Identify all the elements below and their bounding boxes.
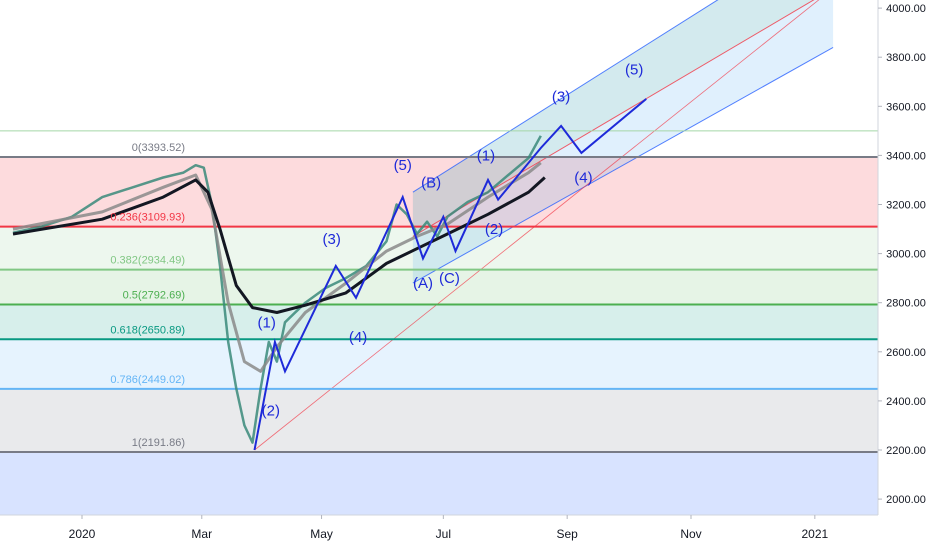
fib-band bbox=[0, 156, 878, 227]
y-tick-label: 3400.00 bbox=[886, 150, 926, 162]
x-tick-label: Nov bbox=[680, 527, 701, 541]
fib-labels: 0(3393.52) 0.236(3109.93) 0.382(2934.49) 0.… bbox=[110, 142, 185, 449]
wave-group: (1) (2) (3) (4) (5) (B) (A) (C) (1) (2) (3) (4) (5) bbox=[253, 61, 647, 451]
x-tick-label: Mar bbox=[191, 527, 212, 541]
y-tick-label: 3600.00 bbox=[886, 101, 926, 113]
wave-label: (3) bbox=[552, 88, 570, 105]
wave-label: (A) bbox=[413, 275, 433, 292]
wave-label: (2) bbox=[262, 403, 280, 420]
fib-level-label: 0.236(3109.93) bbox=[110, 212, 185, 224]
pitchfork-channel bbox=[254, 0, 834, 451]
fib-level-label: 0.786(2449.02) bbox=[110, 374, 185, 386]
fib-level-label: 0.5(2792.69) bbox=[123, 289, 185, 301]
wave-label: (1) bbox=[477, 147, 495, 164]
wave-label: (1) bbox=[258, 314, 276, 331]
wave-label: (5) bbox=[625, 61, 643, 78]
channel-fill bbox=[412, 0, 834, 284]
wave-label: (3) bbox=[323, 231, 341, 248]
fib-band bbox=[0, 451, 878, 515]
x-tick-label: May bbox=[310, 527, 333, 541]
wave-count-path bbox=[253, 98, 647, 451]
y-tick-label: 2400.00 bbox=[886, 396, 926, 408]
fib-bands bbox=[0, 156, 878, 515]
y-tick-label: 2600.00 bbox=[886, 347, 926, 359]
moving-average-slow bbox=[12, 176, 546, 314]
channel-line bbox=[412, 0, 719, 193]
fib-level-label: 0(3393.52) bbox=[132, 142, 185, 154]
y-tick-label: 3800.00 bbox=[886, 52, 926, 64]
y-tick-label: 2200.00 bbox=[886, 445, 926, 457]
wave-label: (5) bbox=[394, 157, 412, 174]
channel-line bbox=[412, 46, 834, 284]
y-tick-label: 2000.00 bbox=[886, 494, 926, 506]
y-tick-label: 4000.00 bbox=[886, 3, 926, 15]
fib-band bbox=[0, 304, 878, 340]
fib-band bbox=[0, 339, 878, 389]
wave-label: (4) bbox=[349, 329, 367, 346]
x-tick-label: 2021 bbox=[801, 527, 828, 541]
fib-band bbox=[0, 269, 878, 305]
price-line bbox=[12, 135, 542, 444]
trend-line bbox=[254, 0, 820, 451]
wave-label: (4) bbox=[574, 169, 592, 186]
price-scale[interactable] bbox=[878, 0, 932, 550]
x-tick-label: Jul bbox=[436, 527, 451, 541]
fib-band bbox=[0, 388, 878, 452]
fib-lines bbox=[0, 130, 878, 453]
wave-label: (C) bbox=[439, 270, 460, 287]
y-tick-label: 2800.00 bbox=[886, 298, 926, 310]
y-tick-label: 3000.00 bbox=[886, 249, 926, 261]
fib-level-label: 1(2191.86) bbox=[132, 437, 185, 449]
x-tick-label: Sep bbox=[556, 527, 578, 541]
time-scale[interactable] bbox=[0, 515, 932, 550]
x-tick-label: 2020 bbox=[69, 527, 96, 541]
y-tick-label: 3200.00 bbox=[886, 200, 926, 212]
fib-level-label: 0.618(2650.89) bbox=[110, 324, 185, 336]
wave-label: (B) bbox=[421, 174, 441, 191]
wave-label: (2) bbox=[485, 221, 503, 238]
fib-level-label: 0.382(2934.49) bbox=[110, 255, 185, 267]
